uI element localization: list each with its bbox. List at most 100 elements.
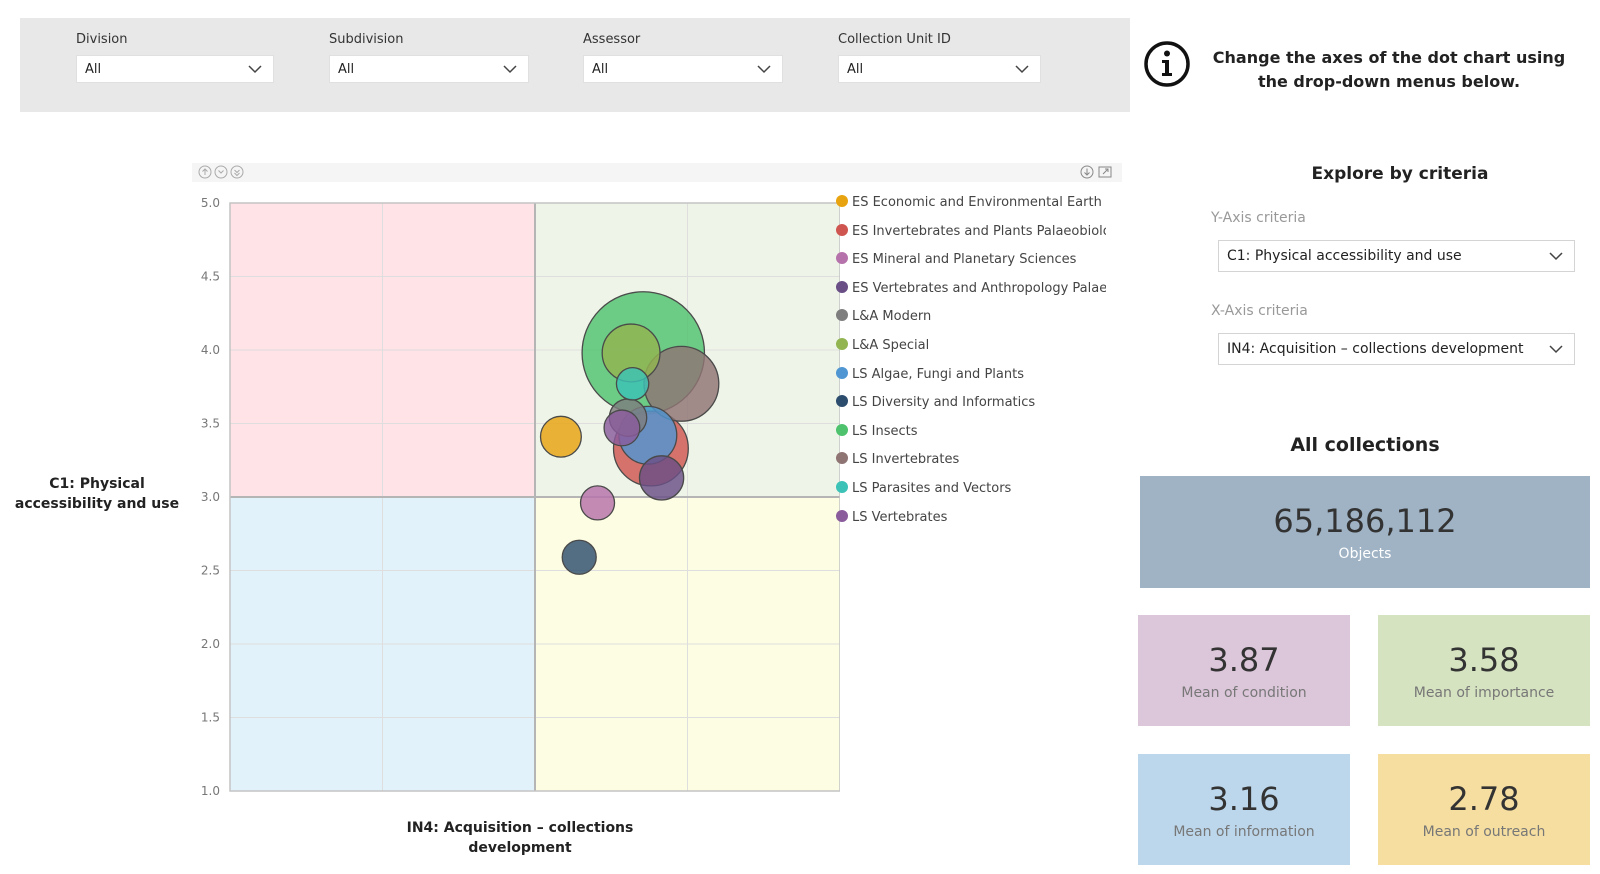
y-tick-label: 4.5: [201, 270, 220, 284]
collection-unit-filter: Collection Unit ID All: [838, 32, 1041, 83]
legend-label: L&A Modern: [852, 309, 932, 325]
x-axis-criteria-label: X-Axis criteria: [1211, 303, 1308, 319]
importance-label: Mean of importance: [1413, 685, 1555, 701]
legend-item[interactable]: LS Invertebrates: [836, 452, 1106, 481]
subdivision-filter-label: Subdivision: [329, 32, 404, 47]
y-tick-label: 3.5: [201, 417, 220, 431]
y-tick-label: 1.0: [201, 784, 220, 798]
information-label: Mean of information: [1173, 824, 1315, 840]
drill-mode-icon[interactable]: [1080, 165, 1094, 179]
plot-frame: [229, 202, 840, 792]
chevron-down-icon: [503, 65, 517, 74]
legend-swatch: [836, 480, 848, 493]
information-card: 3.16 Mean of information: [1138, 754, 1350, 865]
condition-value: 3.87: [1208, 641, 1280, 679]
bubble-point: [579, 485, 616, 521]
y-tick-label: 2.5: [201, 564, 220, 578]
assessor-filter: Assessor All: [583, 32, 783, 83]
bubble-point: [539, 415, 582, 458]
y-tick-label: 5.0: [201, 196, 220, 210]
legend-label: ES Vertebrates and Anthropology Palae...: [852, 280, 1106, 296]
scatter-chart: 5.04.54.03.53.02.52.01.51.01.02.03.04.05…: [201, 196, 840, 798]
objects-value: 65,186,112: [1273, 502, 1457, 540]
legend-swatch: [836, 337, 848, 350]
collection-unit-select-value: All: [847, 62, 864, 77]
collection-unit-select[interactable]: All: [838, 55, 1041, 83]
importance-card: 3.58 Mean of importance: [1378, 615, 1590, 726]
assessor-filter-label: Assessor: [583, 32, 641, 47]
drill-up-icon[interactable]: [198, 165, 212, 179]
legend-label: LS Algae, Fungi and Plants: [852, 366, 1024, 382]
legend-swatch: [836, 223, 848, 236]
division-select[interactable]: All: [76, 55, 274, 83]
x-axis-criteria-select[interactable]: IN4: Acquisition – collections developme…: [1218, 333, 1575, 365]
legend-item[interactable]: LS Vertebrates: [836, 509, 1106, 539]
subdivision-filter: Subdivision All: [329, 32, 529, 83]
legend-swatch: [836, 452, 848, 465]
legend-label: LS Parasites and Vectors: [852, 480, 1012, 496]
legend-swatch: [836, 366, 848, 379]
legend-item[interactable]: LS Algae, Fungi and Plants: [836, 366, 1106, 396]
chevron-down-icon: [757, 65, 771, 74]
chevron-down-icon: [1015, 65, 1029, 74]
y-tick-label: 1.5: [201, 711, 220, 725]
subdivision-select-value: All: [338, 62, 355, 77]
legend-item[interactable]: LS Parasites and Vectors: [836, 480, 1106, 510]
legend-item[interactable]: LS Diversity and Informatics: [836, 395, 1106, 424]
chart-toolbar: [192, 163, 1122, 182]
legend-item[interactable]: ES Vertebrates and Anthropology Palae...: [836, 280, 1106, 310]
y-axis-criteria-label: Y-Axis criteria: [1211, 210, 1306, 226]
chart-legend: ES Economic and Environmental Earth S...…: [836, 195, 1106, 538]
x-axis-criteria-value: IN4: Acquisition – collections developme…: [1227, 341, 1524, 357]
y-axis-criteria-value: C1: Physical accessibility and use: [1227, 248, 1462, 264]
legend-label: LS Vertebrates: [852, 509, 948, 525]
legend-label: L&A Special: [852, 337, 930, 353]
drill-down-icon[interactable]: [214, 165, 228, 179]
assessor-select-value: All: [592, 62, 609, 77]
legend-item[interactable]: ES Economic and Environmental Earth S...: [836, 195, 1106, 224]
bubble-point: [561, 539, 597, 575]
legend-label: LS Diversity and Informatics: [852, 395, 1036, 411]
importance-value: 3.58: [1448, 641, 1520, 679]
outreach-card: 2.78 Mean of outreach: [1378, 754, 1590, 865]
y-axis-criteria-select[interactable]: C1: Physical accessibility and use: [1218, 240, 1575, 272]
y-axis-title: C1: Physical accessibility and use: [14, 476, 180, 512]
objects-label: Objects: [1338, 546, 1392, 562]
y-tick-label: 2.0: [201, 637, 220, 651]
bubble-point: [638, 455, 685, 501]
y-tick-label: 3.0: [201, 490, 220, 504]
bubble-point: [615, 367, 650, 401]
chevron-down-icon: [1549, 252, 1563, 261]
outreach-value: 2.78: [1448, 780, 1520, 818]
legend-item[interactable]: ES Mineral and Planetary Sciences: [836, 252, 1106, 281]
legend-swatch: [836, 395, 848, 408]
bubble-point: [603, 409, 641, 447]
info-icon: [1144, 41, 1190, 87]
legend-item[interactable]: ES Invertebrates and Plants Palaeobiolo.…: [836, 223, 1106, 253]
legend-swatch: [836, 195, 848, 207]
subdivision-select[interactable]: All: [329, 55, 529, 83]
condition-card: 3.87 Mean of condition: [1138, 615, 1350, 726]
legend-label: ES Economic and Environmental Earth S...: [852, 195, 1106, 210]
legend-label: LS Insects: [852, 423, 918, 439]
collection-unit-filter-label: Collection Unit ID: [838, 32, 951, 47]
outreach-label: Mean of outreach: [1422, 824, 1546, 840]
assessor-select[interactable]: All: [583, 55, 783, 83]
chevron-down-icon: [248, 65, 262, 74]
all-collections-title: All collections: [1290, 434, 1440, 456]
legend-label: ES Mineral and Planetary Sciences: [852, 252, 1077, 268]
legend-swatch: [836, 252, 848, 265]
legend-swatch: [836, 509, 848, 522]
legend-label: ES Invertebrates and Plants Palaeobiolo.…: [852, 223, 1106, 239]
legend-item[interactable]: LS Insects: [836, 423, 1106, 453]
legend-item[interactable]: L&A Special: [836, 337, 1106, 367]
expand-icon[interactable]: [230, 165, 244, 179]
filter-panel: Division All Subdivision All Assessor Al…: [20, 18, 1130, 112]
explore-title: Explore by criteria: [1311, 164, 1489, 184]
legend-swatch: [836, 280, 848, 293]
focus-mode-icon[interactable]: [1098, 165, 1112, 179]
y-tick-label: 4.0: [201, 343, 220, 357]
objects-card: 65,186,112 Objects: [1140, 476, 1590, 588]
legend-item[interactable]: L&A Modern: [836, 309, 1106, 338]
legend-swatch: [836, 309, 848, 322]
